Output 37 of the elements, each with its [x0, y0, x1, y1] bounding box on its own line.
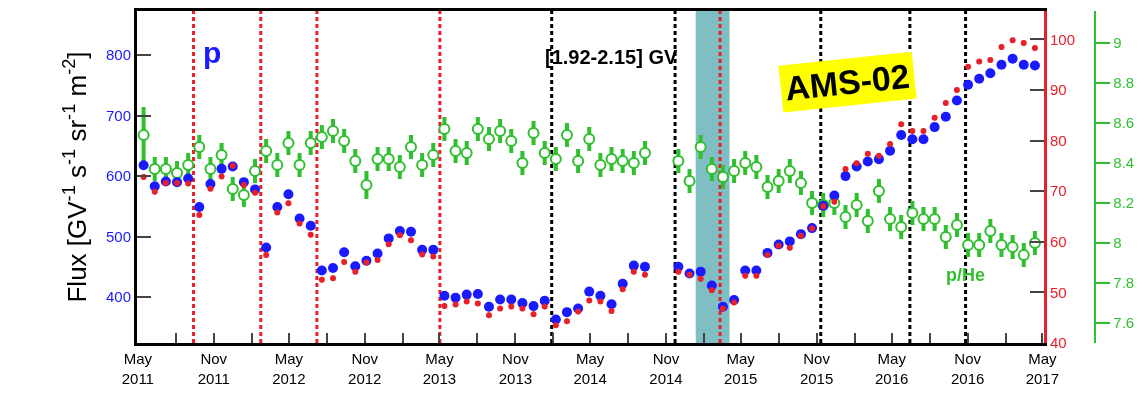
- y3-tick-label: 7.6: [1113, 314, 1135, 332]
- x-tick-label: Nov 2016: [950, 350, 985, 387]
- y3-tick-label: 8.8: [1113, 74, 1135, 92]
- annotation: [1.92-2.15] GV: [545, 46, 678, 68]
- x-tick-label: May 2013: [422, 350, 457, 387]
- y2-tick-label: 90: [1049, 81, 1067, 99]
- x-tick-label: May 2016: [875, 350, 909, 387]
- y2-tick-label: 60: [1049, 233, 1067, 251]
- y2-tick-label: 100: [1049, 30, 1076, 48]
- y2-tick-label: 40: [1049, 334, 1067, 352]
- x-tick-label: Nov 2014: [649, 350, 683, 387]
- legend-label: p/He: [946, 265, 986, 285]
- y2-tick-label: 70: [1049, 182, 1067, 200]
- x-tick-label: Nov 2011: [197, 350, 230, 387]
- x-tick-label: May 2017: [1025, 350, 1060, 387]
- y-tick-label: 400: [105, 288, 131, 306]
- x-tick-label: May 2012: [272, 350, 306, 387]
- y3-tick-label: 9: [1113, 34, 1122, 52]
- x-tick-label: Nov 2012: [348, 350, 382, 387]
- y3-tick-label: 8: [1113, 234, 1122, 252]
- x-tick-label: May 2015: [724, 350, 758, 387]
- text: p: [203, 36, 222, 69]
- x-tick-label: May 2014: [573, 350, 607, 387]
- y3-tick-label: 8.6: [1113, 114, 1135, 132]
- y-tick-label: 600: [105, 167, 131, 185]
- y3-tick-label: 7.8: [1113, 274, 1135, 292]
- y2-tick-label: 80: [1049, 131, 1067, 149]
- y2-tick-label: 50: [1049, 283, 1067, 301]
- x-tick-label: May 2011: [121, 350, 154, 387]
- x-tick-label: Nov 2015: [799, 350, 834, 387]
- annotation: AMS-02: [783, 56, 912, 108]
- y3-tick-label: 8.2: [1113, 194, 1135, 212]
- y-tick-label: 800: [105, 46, 131, 64]
- y-tick-label: 500: [105, 227, 131, 245]
- y3-tick-label: 8.4: [1113, 154, 1135, 172]
- x-tick-label: Nov 2013: [498, 350, 533, 387]
- y-tick-label: 700: [105, 106, 131, 124]
